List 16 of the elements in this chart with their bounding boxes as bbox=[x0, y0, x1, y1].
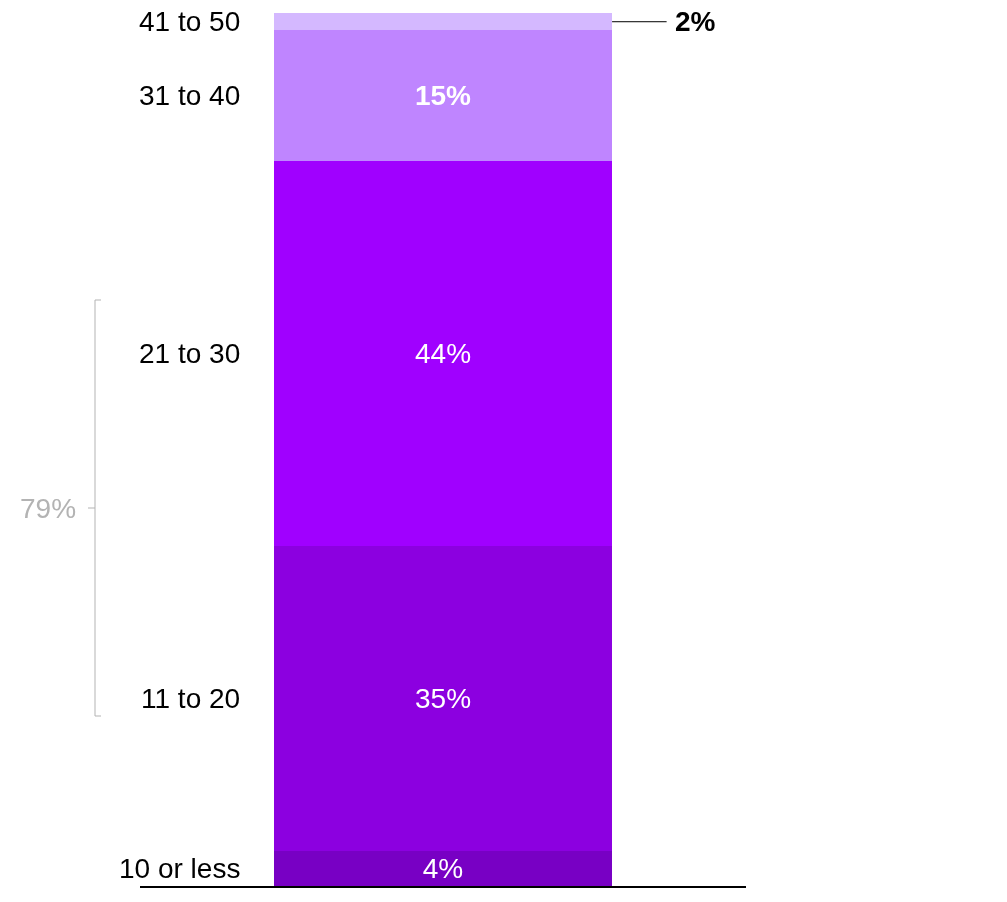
series-label: 31 to 40 bbox=[139, 80, 241, 111]
bar bbox=[273, 13, 613, 31]
series-label: 11 to 20 bbox=[141, 683, 241, 714]
series-label: 21 to 30 bbox=[139, 338, 241, 369]
data-label: 2% bbox=[675, 6, 716, 37]
bar bbox=[273, 545, 613, 852]
bar bbox=[273, 851, 613, 886]
series-label: 41 to 50 bbox=[139, 6, 241, 37]
data-label: 35% bbox=[414, 682, 472, 714]
series-label: 10 or less bbox=[119, 853, 241, 884]
text: 79% bbox=[20, 493, 77, 524]
data-label: 15% bbox=[414, 80, 472, 112]
data-label: 4% bbox=[422, 853, 464, 885]
bar bbox=[273, 161, 613, 546]
bar bbox=[273, 30, 613, 162]
data-label: 44% bbox=[414, 337, 472, 369]
